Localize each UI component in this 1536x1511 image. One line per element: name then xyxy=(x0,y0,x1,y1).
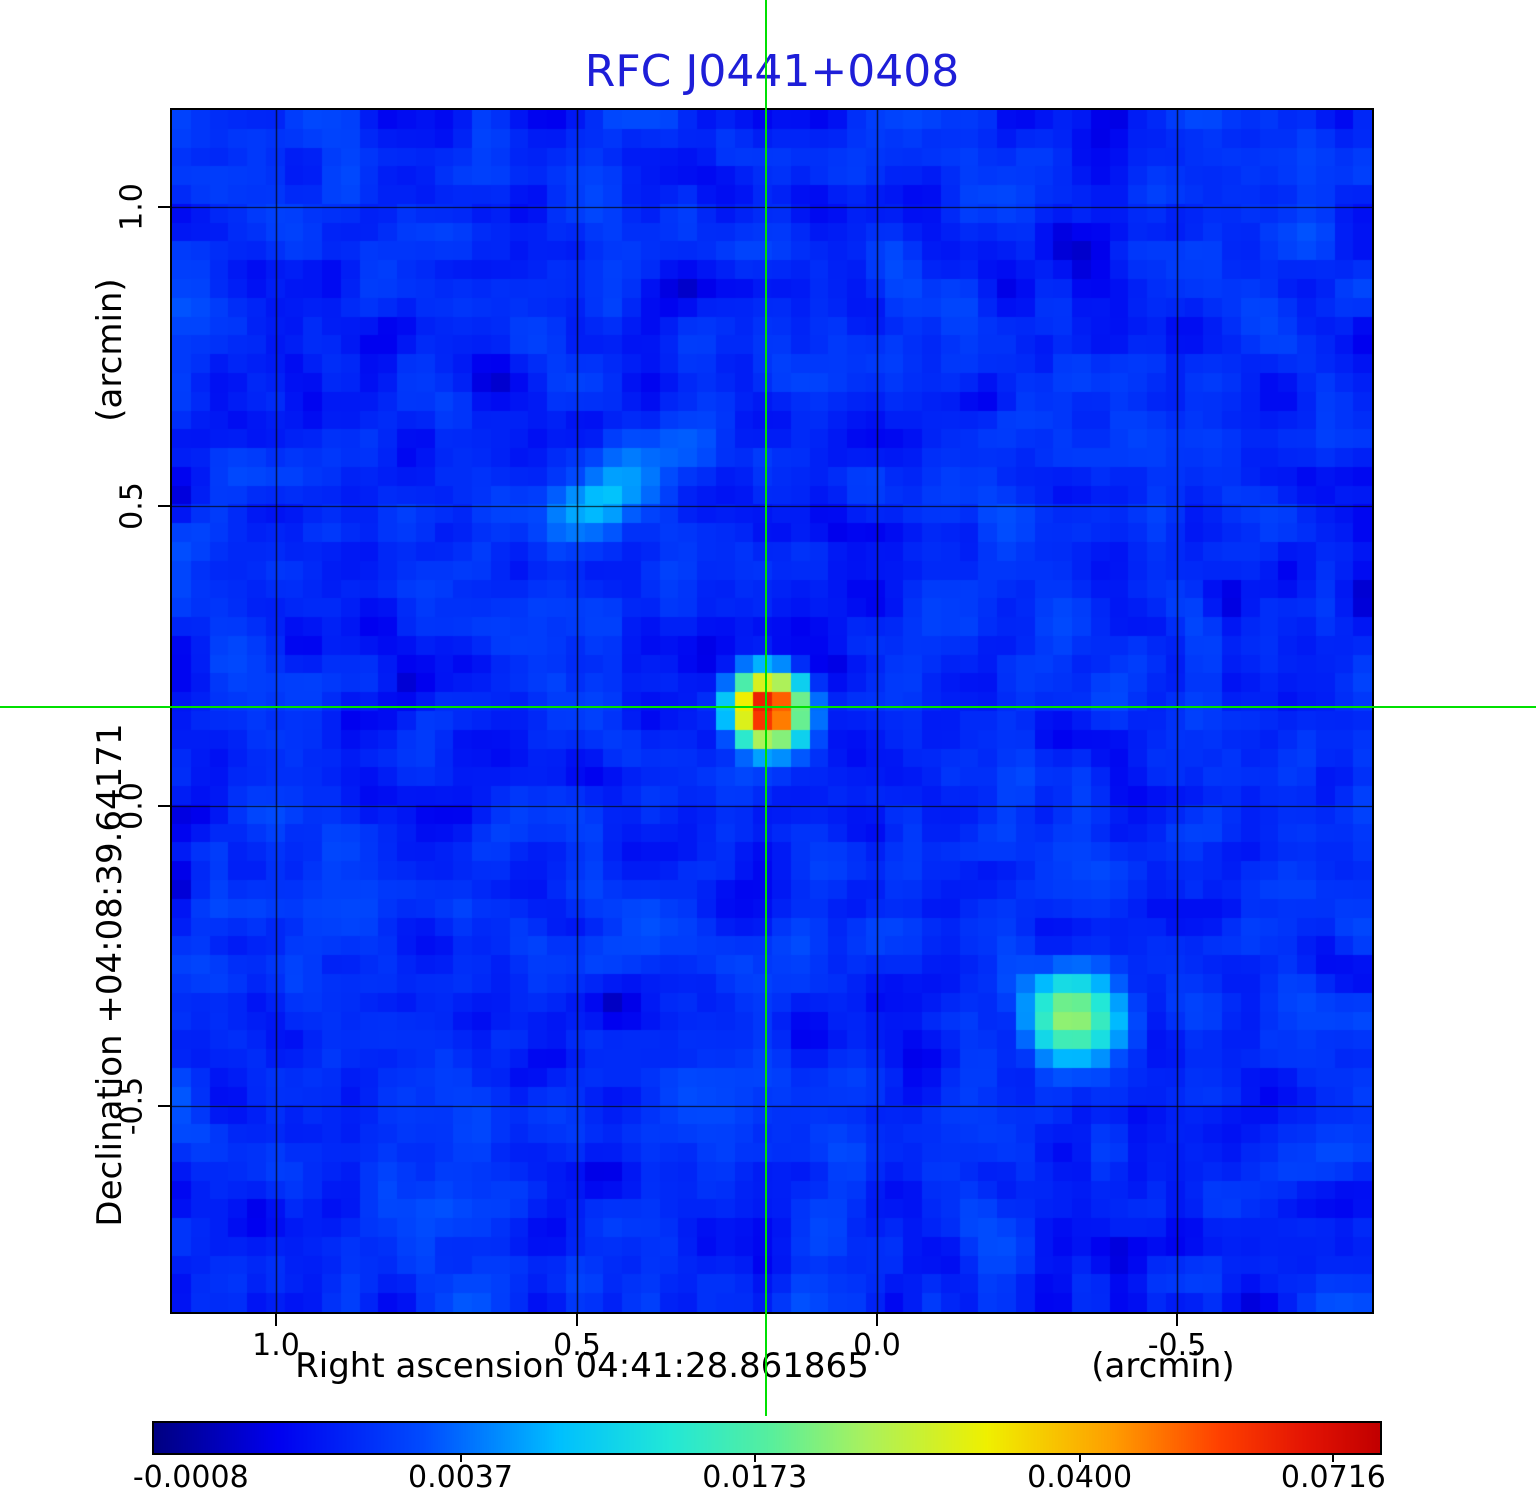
x-axis-tick xyxy=(1176,1314,1178,1326)
sky-map-canvas xyxy=(172,110,1372,1312)
x-tick-label: -0.5 xyxy=(1147,1328,1207,1363)
colorbar-canvas xyxy=(154,1423,1380,1453)
colorbar-tick xyxy=(459,1453,462,1462)
x-axis-tick xyxy=(275,1314,278,1326)
y-axis-tick xyxy=(158,804,170,807)
x-axis-label: Right ascension 04:41:28.861865 xyxy=(295,1346,869,1386)
y-axis-tick xyxy=(158,206,170,208)
plot-title: RFC J0441+0408 xyxy=(584,46,960,97)
sky-map-plot xyxy=(170,108,1374,1314)
y-tick-label: 1.0 xyxy=(114,183,150,231)
x-axis-unit-label: (arcmin) xyxy=(1091,1346,1235,1386)
x-tick-label: 1.0 xyxy=(252,1328,300,1363)
colorbar-tick-label: 0.0716 xyxy=(1280,1460,1386,1495)
y-tick-label: 0.5 xyxy=(114,482,150,530)
y-axis-tick xyxy=(158,1104,170,1107)
colorbar-tick xyxy=(1078,1453,1081,1462)
x-axis-tick xyxy=(576,1314,578,1326)
y-axis-tick xyxy=(158,504,170,507)
colorbar-tick-label: -0.0008 xyxy=(132,1460,249,1495)
x-tick-label: 0.0 xyxy=(853,1328,901,1363)
colorbar-tick xyxy=(1332,1453,1335,1462)
y-axis-label: Declination +04:08:39.64171 xyxy=(90,723,130,1227)
colorbar-tick xyxy=(753,1453,756,1462)
colorbar xyxy=(152,1421,1382,1455)
colorbar-tick-label: 0.0400 xyxy=(1027,1460,1133,1495)
colorbar-tick-label: 0.0173 xyxy=(702,1460,808,1495)
y-axis-unit-label: (arcmin) xyxy=(90,278,130,422)
crosshair-vertical-line xyxy=(765,0,767,1416)
x-tick-label: 0.5 xyxy=(553,1328,601,1363)
crosshair-horizontal-line xyxy=(0,705,1536,708)
x-axis-tick xyxy=(876,1314,878,1326)
colorbar-tick-label: 0.0037 xyxy=(408,1460,513,1495)
